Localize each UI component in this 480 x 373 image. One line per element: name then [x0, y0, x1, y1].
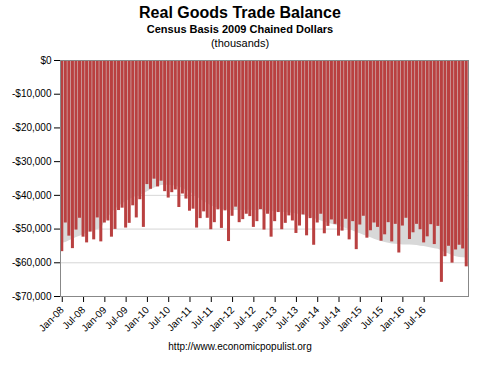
svg-text:Jul-12: Jul-12 — [230, 304, 258, 332]
svg-text:Jan-16: Jan-16 — [377, 304, 407, 334]
svg-text:-$60,000: -$60,000 — [12, 257, 52, 268]
svg-text:Jul-10: Jul-10 — [145, 304, 173, 332]
svg-text:$0: $0 — [40, 55, 52, 66]
html-text:(thousands): (thousands) — [211, 37, 269, 49]
html-text:Real Goods Trade Balance: Real Goods Trade Balance — [139, 4, 341, 21]
svg-text:Jan-13: Jan-13 — [249, 304, 279, 334]
svg-text:Jul-15: Jul-15 — [358, 304, 386, 332]
svg-text:-$10,000: -$10,000 — [12, 88, 52, 99]
svg-text:Jul-13: Jul-13 — [273, 304, 301, 332]
svg-text:Jul-11: Jul-11 — [188, 304, 215, 331]
svg-text:Jan-15: Jan-15 — [335, 304, 365, 334]
svg-text:Jul-08: Jul-08 — [60, 304, 88, 332]
svg-text:Jan-09: Jan-09 — [79, 304, 109, 334]
svg-text:-$30,000: -$30,000 — [12, 156, 52, 167]
svg-text:-$50,000: -$50,000 — [12, 223, 52, 234]
svg-text:Jul-09: Jul-09 — [102, 304, 130, 332]
html-text:http://www.economicpopulist.or: http://www.economicpopulist.org — [168, 341, 312, 352]
svg-text:Jan-08: Jan-08 — [37, 304, 67, 334]
svg-text:Jan-11: Jan-11 — [165, 304, 194, 333]
svg-text:-$40,000: -$40,000 — [12, 190, 52, 201]
svg-text:-$70,000: -$70,000 — [12, 291, 52, 302]
svg-text:Jul-16: Jul-16 — [401, 304, 428, 331]
html-text:Census Basis 2009 Chained Doll: Census Basis 2009 Chained Dollars — [146, 23, 334, 35]
svg-text:Jul-14: Jul-14 — [315, 304, 343, 332]
svg-text:Jan-14: Jan-14 — [292, 304, 322, 334]
svg-text:-$20,000: -$20,000 — [12, 122, 52, 133]
svg-text:Jan-12: Jan-12 — [207, 304, 237, 334]
svg-text:Jan-10: Jan-10 — [122, 304, 152, 334]
